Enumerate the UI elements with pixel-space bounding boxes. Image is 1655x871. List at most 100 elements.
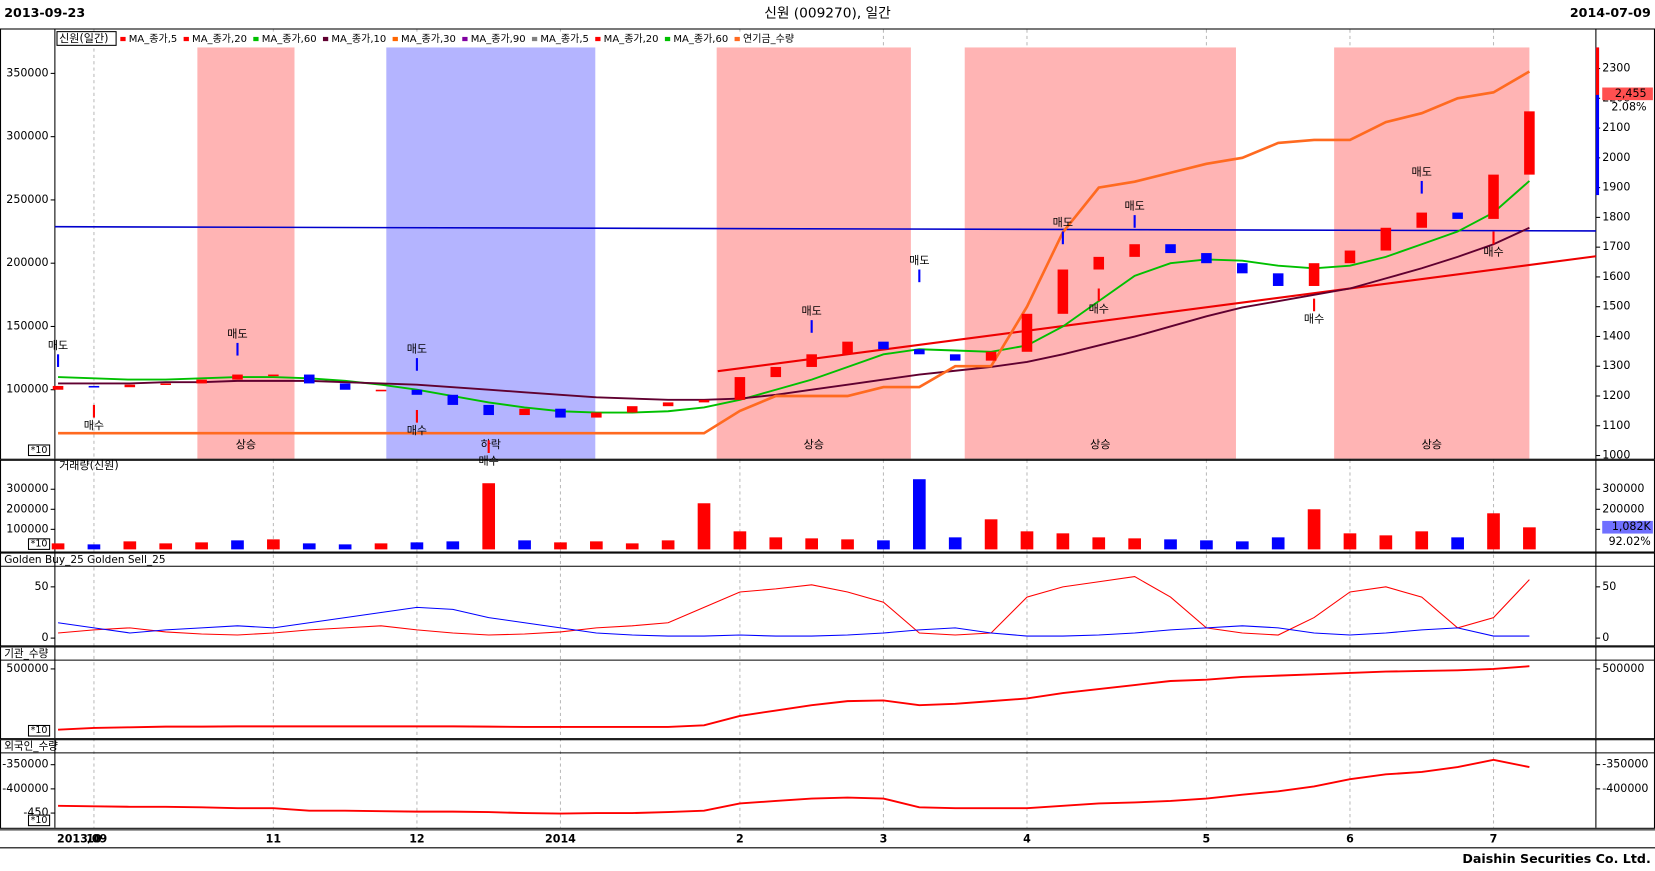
y-tick-label: 1600: [1602, 270, 1630, 283]
legend-swatch: [183, 36, 189, 42]
volume-bar: [1523, 527, 1536, 550]
candle: [806, 354, 817, 367]
volume-bar: [1200, 540, 1213, 550]
candle: [160, 383, 171, 385]
trend-line: [717, 255, 1597, 373]
y-tick-label: 2300: [1602, 62, 1630, 75]
x-tick-label: 5: [1203, 832, 1211, 845]
volume-bar: [267, 539, 280, 550]
legend-label: MA_종가,20: [192, 33, 247, 45]
x-tick-label: 4: [1023, 832, 1031, 845]
change-label: 2.08%: [1611, 101, 1646, 114]
panel-title: 외국인_수량: [4, 741, 58, 753]
legend-label: MA_종가,5: [540, 33, 589, 45]
candle: [1237, 263, 1248, 274]
y-tick-label: 300000: [6, 482, 48, 495]
y-tick-label: 50: [1602, 580, 1616, 593]
volume-bar: [805, 538, 819, 550]
candle: [878, 341, 889, 350]
candle: [1488, 174, 1499, 219]
legend-label: MA_종가,5: [129, 33, 178, 45]
y-tick-label: 100000: [6, 522, 48, 535]
series-line: [57, 606, 1530, 637]
x-tick-label: 2014: [545, 832, 576, 845]
candle: [1308, 263, 1320, 286]
volume-bar: [912, 479, 926, 550]
candle: [914, 349, 925, 355]
signal-label: 매수: [84, 419, 104, 432]
candle: [626, 406, 638, 413]
x-tick-label: 2: [736, 832, 744, 845]
chart-title: 신원 (009270), 일간: [764, 6, 891, 22]
signal-label: 매도: [1412, 166, 1432, 179]
volume-bar: [1451, 537, 1464, 550]
signal-label: 매도: [227, 327, 247, 340]
legend-label: MA_종가,10: [331, 33, 386, 45]
volume-bar: [518, 540, 531, 550]
volume-bar: [1307, 509, 1321, 550]
x-tick-label: 7: [1490, 832, 1498, 845]
volume-bar: [554, 542, 567, 550]
candle: [1057, 269, 1069, 314]
volume-bar: [1092, 537, 1106, 550]
legend-swatch: [392, 36, 398, 42]
y-tick-label: 1300: [1602, 359, 1630, 372]
legend-title: 신원(일간): [59, 31, 108, 45]
legend-swatch: [120, 36, 126, 42]
panel-frame: [0, 552, 1655, 647]
volume-bar: [231, 540, 244, 550]
volume-bar: [733, 531, 747, 550]
candle: [447, 394, 459, 405]
volume-bar: [1128, 538, 1141, 550]
volume-bar: [410, 542, 424, 550]
footer: Daishin Securities Co. Ltd.: [1462, 851, 1650, 866]
volume-bar: [769, 537, 783, 550]
candle: [734, 377, 746, 400]
legend-label: MA_종가,20: [604, 33, 659, 45]
candle: [519, 408, 530, 416]
scale-box: [27, 444, 51, 457]
volume-bar: [195, 542, 208, 550]
y-tick-label: 350000: [6, 66, 48, 79]
y-tick-label: 0: [42, 631, 49, 644]
legend-label: MA_종가,60: [262, 33, 317, 45]
volume-bar: [1343, 533, 1357, 550]
volume-bar: [482, 483, 496, 550]
candle: [1021, 313, 1033, 352]
y-tick-label: 200000: [6, 256, 48, 269]
y-tick-label: -400000: [1602, 782, 1648, 795]
signal-label: 매수: [407, 424, 427, 437]
region-label: 상승: [1090, 438, 1110, 451]
scale-box: [27, 538, 51, 550]
last-price-label: 2,455: [1615, 87, 1647, 100]
candle: [483, 404, 494, 416]
candle: [1416, 212, 1428, 228]
y-tick-label: 1100: [1602, 419, 1630, 432]
legend-label: MA_종가,30: [401, 33, 456, 45]
x-tick-label: 11: [266, 832, 281, 845]
volume-bar: [984, 519, 998, 550]
y-tick-label: 2000: [1602, 151, 1630, 164]
volume-bar: [51, 543, 65, 550]
volume-bar: [877, 540, 890, 550]
candle: [1452, 212, 1463, 219]
x-tick-label: 12: [409, 832, 424, 845]
volume-bar: [1235, 541, 1249, 550]
panel-title: 기관_수량: [4, 648, 48, 660]
legend-label: MA_종가,60: [673, 33, 728, 45]
change-label: 92.02%: [1609, 535, 1651, 548]
trend-region: [197, 47, 295, 459]
series-line: [58, 226, 1530, 401]
last-value-label: 1,082K: [1612, 520, 1652, 533]
support-line: [54, 225, 1596, 232]
legend-swatch: [664, 36, 671, 42]
candle: [232, 374, 243, 380]
legend-title-box: [56, 31, 117, 46]
y-tick-label: 50: [34, 580, 48, 593]
volume-bar: [661, 540, 675, 550]
signal-label: 매도: [1124, 200, 1144, 213]
series-line: [58, 758, 1530, 815]
panel-title: Golden Buy_25 Golden Sell_25: [4, 554, 165, 566]
legend-swatch: [595, 36, 601, 42]
y-tick-label: 150000: [6, 319, 48, 332]
